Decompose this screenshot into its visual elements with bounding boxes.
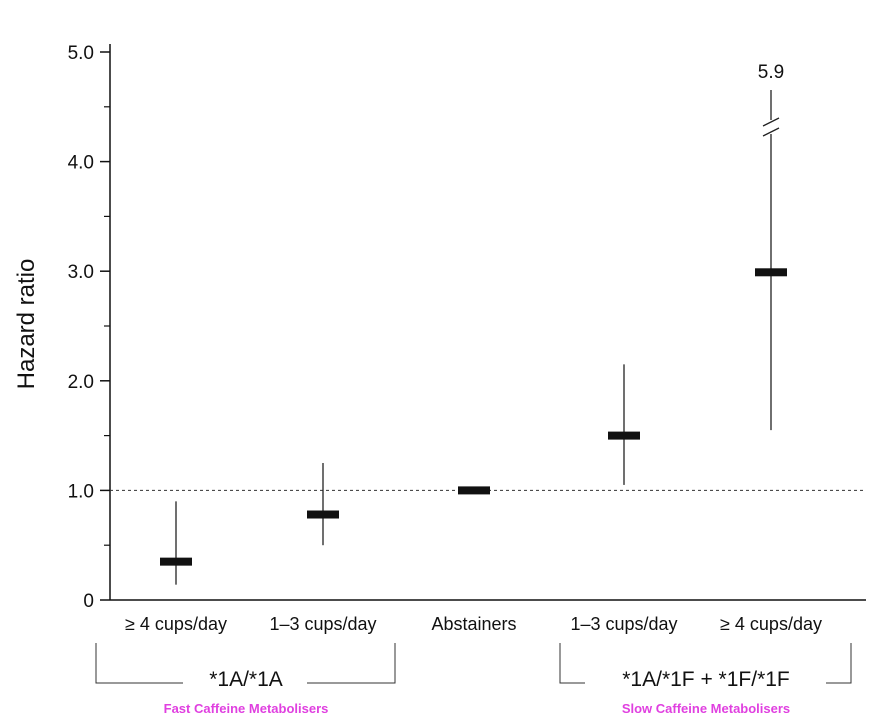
x-category-label: Abstainers [431, 614, 516, 634]
truncated-upper-annotation: 5.9 [758, 62, 784, 83]
axes: 0 1.0 2.0 3.0 4.0 5.0 ≥ 4 cups/day 1–3 cups/day… [68, 43, 866, 634]
data-marks [160, 90, 787, 585]
x-category-label: 1–3 cups/day [269, 614, 376, 634]
hazard-ratio-marker [458, 486, 490, 495]
genotype-label: *1A/*1F + *1F/*1F [622, 668, 790, 691]
metaboliser-label: Slow Caffeine Metabolisers [622, 701, 790, 716]
y-tick-label: 2.0 [68, 372, 94, 393]
y-tick-label: 0 [83, 591, 94, 612]
axis-break-mark [762, 117, 780, 127]
group-bracket-right [307, 643, 396, 684]
y-tick-label: 5.0 [68, 43, 94, 64]
metaboliser-label: Fast Caffeine Metabolisers [164, 701, 329, 716]
x-category-label: ≥ 4 cups/day [720, 614, 822, 634]
hazard-ratio-marker [608, 431, 640, 440]
genotype-groups: *1A/*1A Fast Caffeine Metabolisers *1A/*1F… [95, 643, 852, 716]
y-tick-label: 4.0 [68, 153, 94, 174]
x-category-label: ≥ 4 cups/day [125, 614, 227, 634]
hazard-ratio-marker [160, 557, 192, 566]
y-tick-label: 3.0 [68, 262, 94, 283]
hazard-ratio-marker [755, 268, 787, 277]
group-bracket-right [826, 643, 852, 684]
y-axis-label: Hazard ratio [13, 259, 40, 390]
hazard-ratio-marker [307, 510, 339, 519]
axis-break-mark [762, 127, 780, 137]
group-bracket-left [559, 643, 585, 684]
x-category-label: 1–3 cups/day [570, 614, 677, 634]
genotype-label: *1A/*1A [209, 668, 283, 691]
group-bracket-left [95, 643, 183, 684]
y-tick-label: 1.0 [68, 481, 94, 502]
